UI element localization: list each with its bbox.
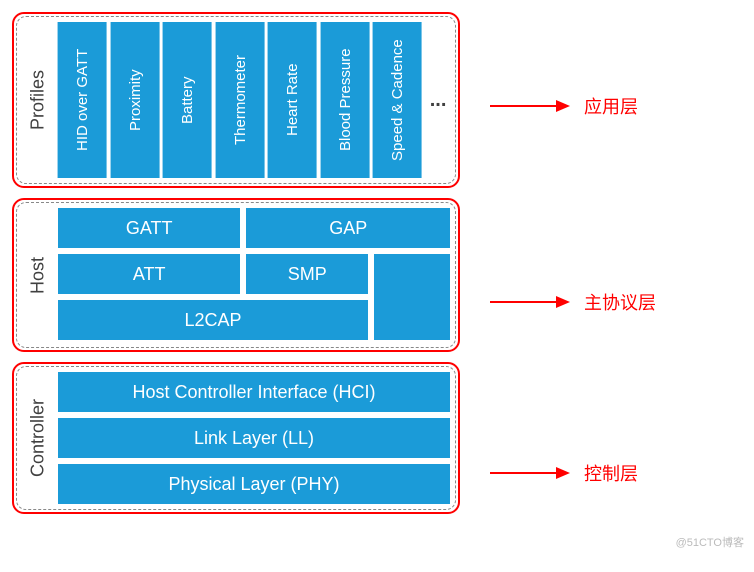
arrow-right-icon	[490, 292, 570, 312]
profile-blood-pressure: Blood Pressure	[321, 22, 370, 178]
host-l2cap: L2CAP	[58, 300, 368, 340]
arrow-right-icon	[490, 96, 570, 116]
controller-phy: Physical Layer (PHY)	[58, 464, 450, 504]
host-label: Host	[20, 206, 56, 344]
controller-section: Controller Host Controller Interface (HC…	[12, 362, 460, 514]
profile-battery: Battery	[163, 22, 212, 178]
profile-proximity: Proximity	[111, 22, 160, 178]
controller-ll: Link Layer (LL)	[58, 418, 450, 458]
host-content: GATT GAP ATT SMP L2CAP	[56, 206, 452, 344]
host-smp: SMP	[246, 254, 368, 294]
diagram-area: Profiles HID over GATT Proximity Battery…	[12, 12, 460, 524]
annotation-controller-layer: 控制层	[490, 460, 638, 486]
host-gap: GAP	[246, 208, 450, 248]
controller-hci: Host Controller Interface (HCI)	[58, 372, 450, 412]
arrow-right-icon	[490, 463, 570, 483]
host-section: Host GATT GAP ATT SMP L2CAP	[12, 198, 460, 352]
profile-thermometer: Thermometer	[216, 22, 265, 178]
profile-hid-over-gatt: HID over GATT	[58, 22, 107, 178]
controller-label: Controller	[20, 370, 56, 506]
controller-content: Host Controller Interface (HCI) Link Lay…	[56, 370, 452, 506]
profiles-ellipsis: ...	[426, 22, 450, 178]
annotation-controller-label: 控制层	[584, 460, 638, 486]
profiles-label: Profiles	[20, 20, 56, 180]
annotation-host-label: 主协议层	[584, 289, 656, 315]
profile-speed-cadence: Speed & Cadence	[373, 22, 422, 178]
profiles-content: HID over GATT Proximity Battery Thermome…	[56, 20, 452, 180]
annotation-host-layer: 主协议层	[490, 289, 656, 315]
profiles-section: Profiles HID over GATT Proximity Battery…	[12, 12, 460, 188]
host-side	[374, 254, 450, 340]
host-gatt: GATT	[58, 208, 240, 248]
annotation-app-layer: 应用层	[490, 93, 638, 119]
watermark: @51CTO博客	[676, 534, 744, 550]
host-att: ATT	[58, 254, 240, 294]
annotation-app-label: 应用层	[584, 93, 638, 119]
profile-heart-rate: Heart Rate	[268, 22, 317, 178]
